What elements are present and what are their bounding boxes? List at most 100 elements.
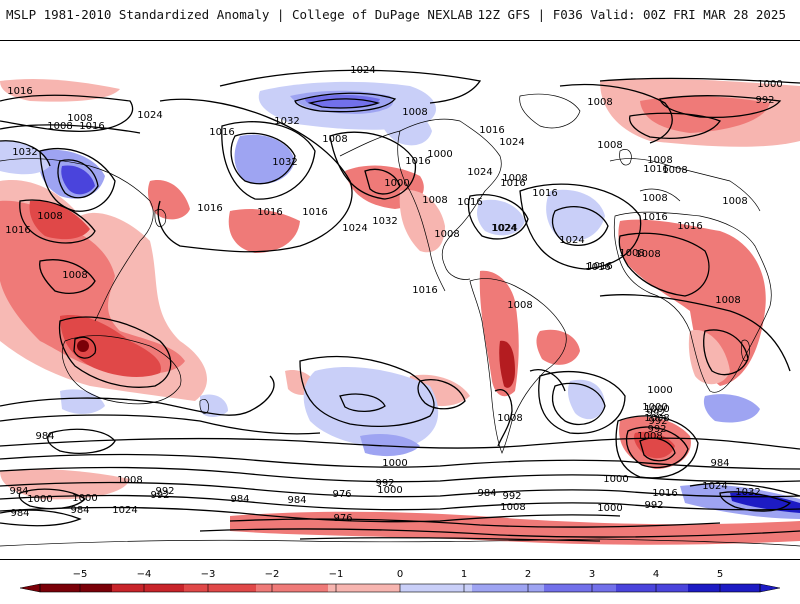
colorbar-tick-label: 1 [461, 569, 467, 580]
isobar-label: 1000 [427, 149, 452, 160]
isobar-label: 1008 [647, 155, 672, 166]
isobar-label: 992 [647, 424, 666, 435]
isobar-label: 1016 [79, 121, 104, 132]
coast-europe [609, 158, 761, 212]
pos-anomaly-arctic-inner [305, 94, 380, 109]
isobar-label: 1008 [619, 248, 644, 259]
isobar-992-so [0, 466, 800, 483]
isobar-label: 1000 [597, 503, 622, 514]
colorbar-segment [616, 584, 689, 592]
isobar-1024-se [689, 482, 800, 497]
isobar-1032-siberia-hi [57, 159, 99, 199]
colorbar-segment [400, 584, 473, 592]
colorbar-tick-label: −2 [265, 569, 280, 580]
isobar-label: 1016 [585, 262, 610, 273]
isobar-label: 992 [644, 500, 663, 511]
colorbar-segment [688, 584, 761, 592]
isobar-1016-spac-inner [339, 393, 386, 413]
isobar-label: 1024 [559, 235, 584, 246]
isobar-label: 1000 [757, 79, 782, 90]
isobar-1000-sind [625, 426, 689, 469]
isobar-label: 1008 [37, 211, 62, 222]
isobar-label: 1008 [662, 165, 687, 176]
coast-australia [61, 335, 182, 405]
isobar-1016-ind-ocean [0, 375, 275, 416]
isobar-label: 1008 [715, 295, 740, 306]
isobar-label: 984 [230, 494, 249, 505]
isobar-label: 1016 [652, 488, 677, 499]
colorbar-segment [472, 584, 545, 592]
isobar-1008-australia [58, 316, 172, 388]
isobar-label: 984 [70, 505, 89, 516]
pos-anomaly-south-atlantic [567, 379, 605, 420]
isobar-1032-se [719, 491, 792, 512]
isobar-label: 1008 [500, 502, 525, 513]
isobar-1032-bering [230, 132, 296, 185]
pos-anomaly-west-siberia [0, 140, 50, 175]
isobar-1000-nepac [364, 168, 401, 195]
neg-anomaly-andes-deep [499, 340, 515, 388]
coast-greenland [519, 93, 581, 129]
isobar-1024-arctic [219, 69, 482, 104]
isobar-label: 1024 [112, 505, 137, 516]
map-title: MSLP 1981-2010 Standardized Anomaly | Co… [6, 7, 473, 22]
isobar-label: 992 [648, 416, 667, 427]
pos-anomaly-bering [234, 134, 295, 185]
pos-anomaly-canada [379, 107, 432, 146]
coast-south-america [469, 278, 567, 454]
isobar-label: 1008 [642, 193, 667, 204]
colorbar-tick-label: 3 [589, 569, 595, 580]
isobar-label: 1008 [117, 475, 142, 486]
isobar-1016-europe [559, 83, 673, 144]
colorbar-segment [544, 584, 617, 592]
isobar-label: 992 [375, 478, 394, 489]
colorbar-segment [112, 584, 185, 592]
neg-anomaly-southern-ocean-w [0, 468, 130, 500]
isobar-label: 1000 [603, 474, 628, 485]
isobar-1016-natl [519, 183, 642, 270]
colorbar-arrow-left [19, 583, 41, 593]
pos-anomaly-s-pacific-big [303, 366, 439, 448]
isobar-1008-npac [0, 94, 134, 132]
isobar-label: 984 [287, 495, 306, 506]
colorbar-segment [184, 584, 257, 592]
isobar-label: 1008 [507, 300, 532, 311]
isobar-label: 1000 [377, 485, 402, 496]
isobar-1008-so-1 [0, 437, 800, 450]
coast-japan [154, 209, 167, 228]
isobar-1008-nepac [329, 131, 417, 200]
isobar-label: 1032 [12, 147, 37, 158]
isobar-label: 1016 [197, 203, 222, 214]
isobar-label: 992 [502, 491, 521, 502]
isobar-label: 1016 [500, 178, 525, 189]
colorbar-arrow-right [759, 583, 781, 593]
isobar-1008-africa-n [618, 232, 710, 297]
isobar-1008-sind [615, 415, 699, 479]
isobar-1000-natl [629, 112, 721, 139]
pos-anomaly-siberia-core [61, 165, 95, 195]
isobar-label: 1024 [492, 223, 517, 234]
isobar-1008-s-amer-2 [529, 369, 566, 392]
coast-africa [613, 211, 772, 393]
colorbar-tick-label: −5 [73, 569, 88, 580]
isobar-1032-siberia [0, 140, 51, 167]
isobar-1016-npac [157, 98, 353, 253]
isobar-label: 984 [477, 488, 496, 499]
isobar-label: 992 [155, 486, 174, 497]
isobar-1000-ant [199, 528, 800, 538]
isobar-label: 1008 [587, 97, 612, 108]
isobar-label: 1008 [434, 229, 459, 240]
isobar-label: 1008 [597, 140, 622, 151]
isobar-1016-africa [599, 294, 791, 372]
isobar-label: 1000 [642, 402, 667, 413]
isobar-label: 1000 [644, 404, 669, 415]
isobar-label: 992 [646, 408, 665, 419]
pos-anomaly-s-pacific-core [360, 434, 420, 457]
isobar-label: 1032 [272, 157, 297, 168]
isobar-label: 1008 [644, 413, 669, 424]
neg-anomaly-east-asia [29, 200, 91, 240]
isobar-1024-bering [221, 121, 316, 200]
isobar-label: 1024 [467, 167, 492, 178]
